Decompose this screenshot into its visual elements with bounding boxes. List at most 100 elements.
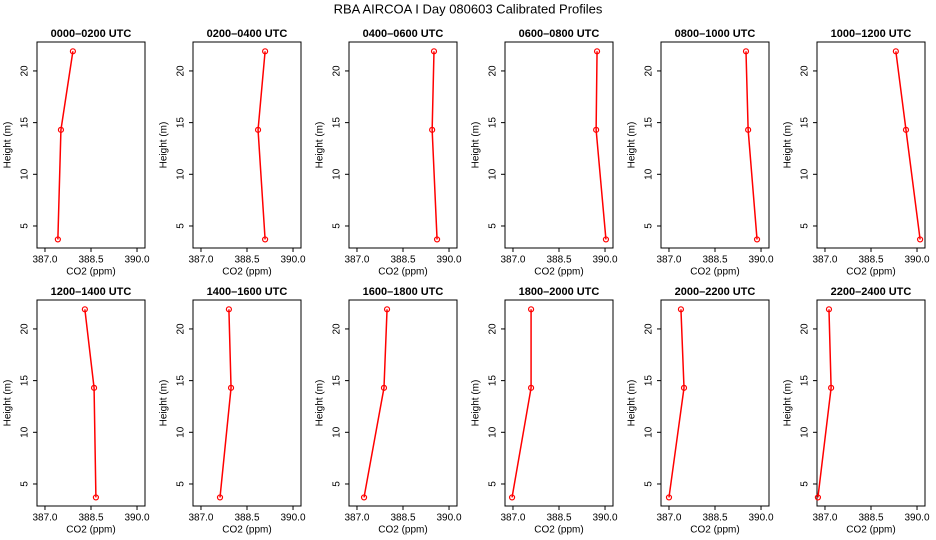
y-axis-label: Height (m): [159, 122, 170, 169]
point: [216, 494, 224, 501]
point: [254, 126, 262, 133]
plot-frame: [192, 299, 302, 507]
x-axis-label: CO2 (ppm): [378, 267, 427, 278]
x-tick-label: 388.5: [390, 513, 415, 524]
y-axis-label: Height (m): [315, 122, 326, 169]
y-tick-label: 10: [176, 426, 187, 438]
point: [262, 48, 269, 55]
y-tick-label: 15: [20, 117, 31, 129]
point: [69, 48, 76, 55]
x-tick-label: 387.0: [188, 255, 213, 266]
y-axis-label: Height (m): [3, 380, 14, 427]
y-tick-label: 15: [800, 375, 811, 387]
y-tick-label: 15: [488, 375, 499, 387]
y-axis-label: Height (m): [627, 122, 638, 169]
point: [892, 48, 899, 55]
x-tick-label: 387.0: [500, 255, 525, 266]
plot-frame: [36, 299, 146, 507]
point: [753, 236, 761, 243]
point: [825, 306, 833, 313]
x-tick-label: 387.0: [344, 513, 369, 524]
x-axis-label: CO2 (ppm): [66, 267, 115, 278]
y-tick-label: 10: [176, 168, 187, 180]
x-axis-label: CO2 (ppm): [66, 525, 115, 536]
y-tick-label: 15: [644, 375, 655, 387]
point: [380, 384, 388, 391]
y-tick-label: 20: [332, 65, 343, 77]
y-tick-label: 20: [20, 65, 31, 77]
y-axis-label: Height (m): [471, 122, 482, 169]
plot-frame: [504, 299, 614, 507]
profile-line: [745, 51, 758, 240]
y-tick-label: 20: [488, 65, 499, 77]
x-tick-label: 390.0: [905, 255, 930, 266]
y-tick-label: 20: [20, 323, 31, 335]
point: [593, 48, 601, 55]
y-tick-label: 15: [20, 375, 31, 387]
panel-title: 1800–2000 UTC: [519, 286, 600, 298]
point: [54, 236, 61, 243]
point: [383, 306, 391, 313]
point: [227, 384, 235, 391]
panel-title: 1600–1800 UTC: [363, 286, 444, 298]
profile-line: [219, 309, 232, 498]
y-tick-label: 20: [800, 323, 811, 335]
y-axis-label: Height (m): [783, 380, 794, 427]
profile-line: [817, 309, 832, 498]
y-tick-label: 5: [800, 223, 811, 229]
point: [665, 494, 673, 501]
plot-frame: [660, 299, 770, 507]
plot-frame: [36, 41, 146, 249]
point: [508, 494, 516, 501]
y-tick-label: 20: [332, 323, 343, 335]
plot-frame: [660, 41, 770, 249]
x-tick-label: 388.5: [234, 513, 259, 524]
x-tick-label: 390.0: [281, 513, 306, 524]
panel-title: 0600–0800 UTC: [519, 28, 600, 40]
y-tick-label: 15: [800, 117, 811, 129]
profile-line: [595, 51, 607, 240]
point: [92, 494, 100, 501]
panel-title: 0800–1000 UTC: [675, 28, 756, 40]
point: [90, 384, 98, 391]
panel-title: 0000–0200 UTC: [51, 28, 132, 40]
point: [429, 126, 436, 133]
y-tick-label: 20: [644, 323, 655, 335]
x-tick-label: 390.0: [593, 255, 618, 266]
x-axis-label: CO2 (ppm): [534, 267, 583, 278]
point: [916, 236, 924, 243]
point: [745, 126, 752, 133]
x-tick-label: 390.0: [125, 513, 150, 524]
point: [430, 48, 438, 55]
x-tick-label: 388.5: [78, 255, 103, 266]
x-tick-label: 387.0: [188, 513, 213, 524]
page-title: RBA AIRCOA I Day 080603 Calibrated Profi…: [334, 1, 603, 16]
panel-title: 1000–1200 UTC: [831, 28, 912, 40]
y-axis-label: Height (m): [783, 122, 794, 169]
x-tick-label: 387.0: [656, 255, 681, 266]
y-tick-label: 10: [332, 168, 343, 180]
y-tick-label: 20: [176, 65, 187, 77]
point: [677, 306, 685, 313]
point: [360, 494, 368, 501]
y-tick-label: 5: [332, 481, 343, 487]
y-tick-label: 5: [176, 223, 187, 229]
x-axis-label: CO2 (ppm): [378, 525, 427, 536]
y-tick-label: 5: [332, 223, 343, 229]
x-tick-label: 387.0: [344, 255, 369, 266]
y-tick-label: 10: [20, 168, 31, 180]
y-tick-label: 5: [20, 481, 31, 487]
profile-line: [431, 51, 438, 240]
x-tick-label: 388.5: [858, 255, 883, 266]
x-axis-label: CO2 (ppm): [690, 525, 739, 536]
x-tick-label: 387.0: [812, 255, 837, 266]
point: [828, 384, 835, 391]
x-tick-label: 390.0: [437, 255, 462, 266]
x-tick-label: 388.5: [78, 513, 103, 524]
x-tick-label: 387.0: [32, 255, 57, 266]
point: [902, 126, 910, 133]
y-tick-label: 20: [800, 65, 811, 77]
profile-line: [668, 309, 685, 498]
profile-line: [363, 309, 388, 498]
